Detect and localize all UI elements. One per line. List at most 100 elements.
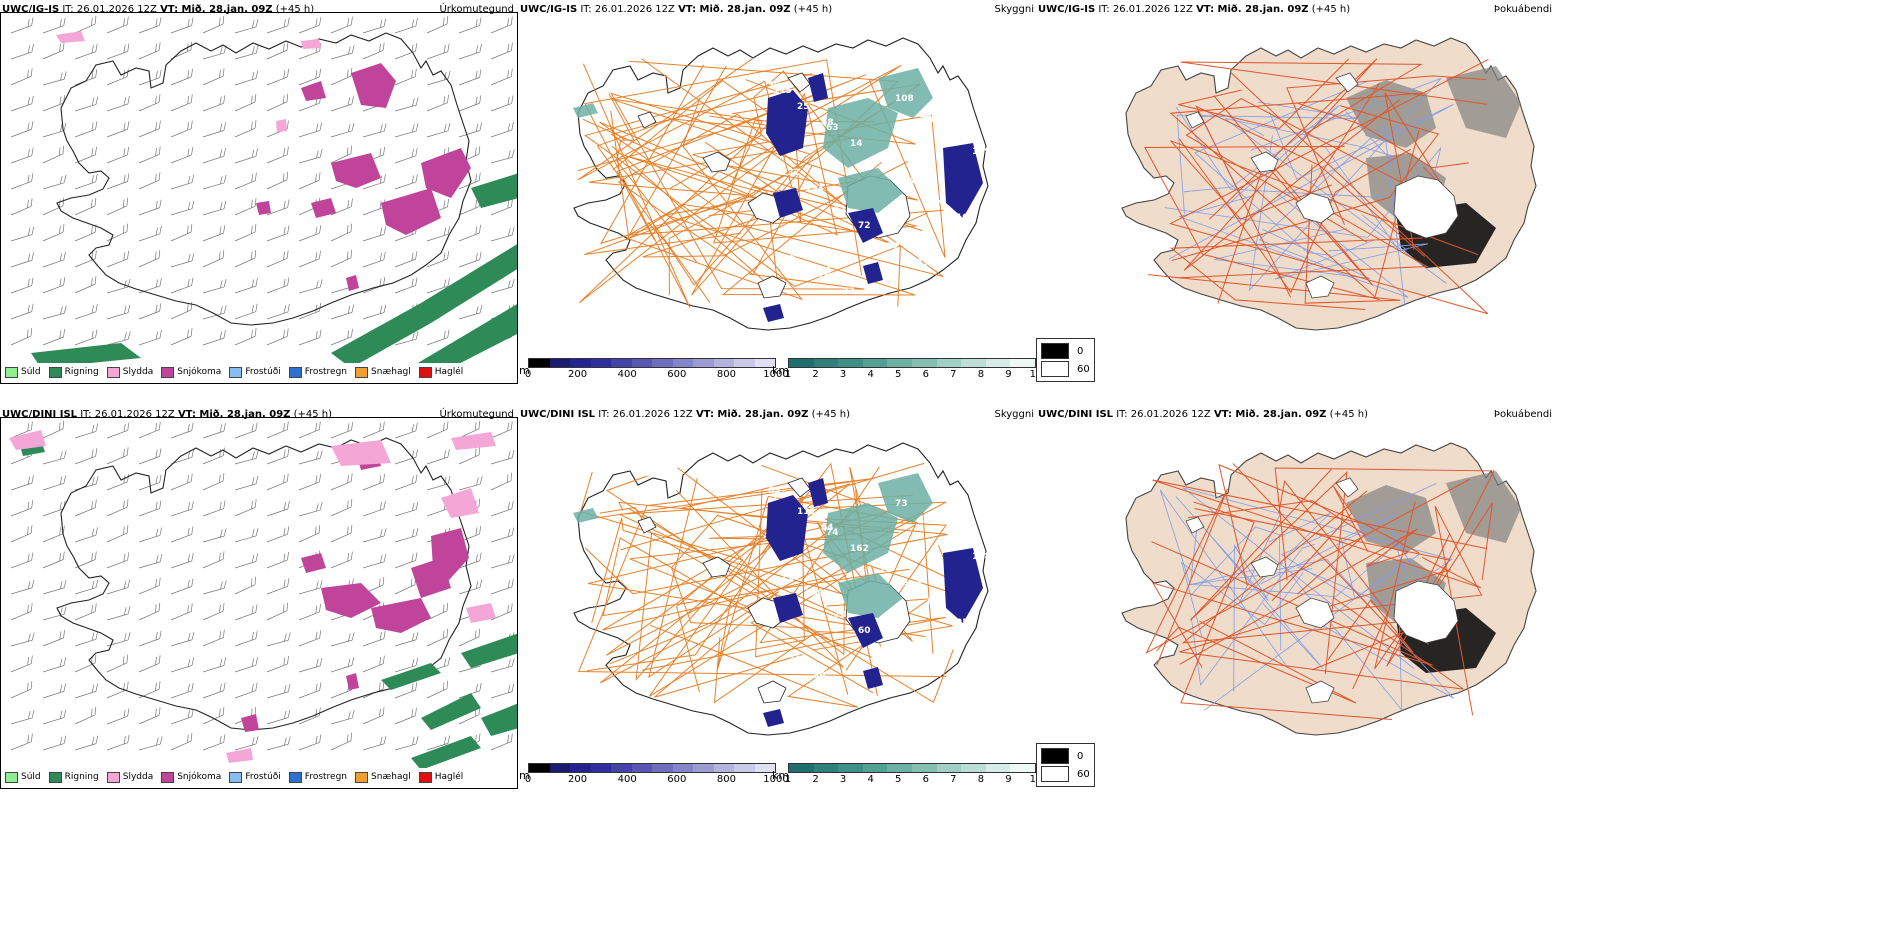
wind-barb xyxy=(74,276,97,294)
wind-barb xyxy=(10,303,34,320)
colorbar-tick: 4 xyxy=(867,774,874,785)
low-cloud-areas xyxy=(763,478,983,727)
road xyxy=(1169,237,1423,311)
fog-legend-swatch xyxy=(1041,343,1069,359)
value-label: 188 xyxy=(972,552,991,562)
fog-area xyxy=(838,168,903,213)
snow-area xyxy=(331,153,381,188)
wind-barb xyxy=(330,498,353,517)
panel-title: UWC/DINI ISL IT: 26.01.2026 12Z VT: Mið.… xyxy=(520,409,850,420)
wind-barb xyxy=(330,632,355,647)
cloud-area xyxy=(763,709,784,727)
colorbar-cell xyxy=(862,359,888,367)
colorbar-cell xyxy=(529,359,550,367)
wind-barb xyxy=(202,580,227,595)
wind-barb xyxy=(202,305,227,320)
wind-barb xyxy=(330,122,355,138)
wind-barb xyxy=(170,68,193,86)
wind-barb xyxy=(266,709,291,725)
colorbar-tick: 0 xyxy=(524,774,532,785)
legend-label: Frostúði xyxy=(245,772,281,782)
wind-barb xyxy=(170,301,193,320)
value-label: 219 xyxy=(887,647,906,657)
road xyxy=(1384,92,1445,250)
wind-barb xyxy=(202,200,227,216)
wind-barb xyxy=(10,327,33,346)
colorbar-cell xyxy=(813,764,839,772)
wind-barb xyxy=(74,579,99,595)
wind-barb xyxy=(106,473,129,491)
value-label: 110 xyxy=(985,234,1004,244)
valid-time: VT: Mið. 28.jan. 09Z xyxy=(1196,4,1309,15)
wind-barb xyxy=(138,330,162,346)
legend-swatch xyxy=(418,366,432,378)
value-label: 61 xyxy=(874,560,887,570)
wind-barb xyxy=(426,251,450,268)
sleet-area xyxy=(9,430,46,450)
glacier-outline xyxy=(1393,580,1459,644)
road xyxy=(677,467,897,704)
wind-barb xyxy=(234,422,258,439)
wind-barb xyxy=(170,578,194,595)
wind-barb xyxy=(362,735,387,751)
wind-barb xyxy=(298,303,322,320)
wind-barb xyxy=(170,603,193,621)
wind-barb xyxy=(266,250,289,268)
sleet-area xyxy=(276,119,287,132)
value-label: 74 xyxy=(773,491,786,501)
colorbar-tick: 1 xyxy=(784,369,792,380)
rain-areas xyxy=(31,173,517,363)
wind-barb xyxy=(138,303,162,320)
snow-area xyxy=(351,63,396,108)
fog-legend-row: 0 xyxy=(1041,747,1090,765)
road xyxy=(692,78,946,258)
wind-barb xyxy=(330,710,355,725)
wind-barb xyxy=(202,330,226,346)
precip-title-bar: UWC/DINI ISL IT: 26.01.2026 12Z VT: Mið.… xyxy=(0,405,518,419)
wind-barb xyxy=(234,148,259,164)
wind-barb xyxy=(458,446,481,465)
value-label: 69 xyxy=(980,634,993,644)
precip-type-panel: Súld Rigning Slydda Snjókoma Frostúði Frostre… xyxy=(0,12,518,384)
road xyxy=(1274,467,1495,603)
panel-title: UWC/DINI ISL IT: 26.01.2026 12Z VT: Mið.… xyxy=(1038,409,1368,420)
wind-barb xyxy=(330,96,354,112)
wind-barb xyxy=(202,657,227,673)
wind-barb xyxy=(42,277,66,294)
river xyxy=(1248,78,1442,292)
wind-barb xyxy=(106,447,129,465)
valid-time: VT: Mið. 28.jan. 09Z xyxy=(695,409,809,420)
wind-barb xyxy=(202,423,226,439)
wind-barb xyxy=(266,225,290,242)
river xyxy=(1175,496,1269,692)
wind-barb xyxy=(170,657,195,673)
wind-barb xyxy=(298,450,323,465)
wind-barb xyxy=(234,604,258,621)
glacier-outline xyxy=(1295,597,1335,629)
precip-map xyxy=(9,420,517,768)
wind-barb xyxy=(106,632,131,647)
wind-barb xyxy=(234,682,258,699)
road xyxy=(1148,164,1401,304)
wind-barb xyxy=(266,328,289,346)
wind-barb xyxy=(138,655,161,673)
river xyxy=(1175,106,1430,201)
colorbar-tick: 4 xyxy=(867,369,874,380)
wind-barb xyxy=(266,304,290,320)
wind-barb xyxy=(74,655,97,673)
colorbar-tick: 800 xyxy=(716,369,736,380)
cloud-area xyxy=(766,495,808,561)
wind-barb xyxy=(266,42,289,60)
sleet-area xyxy=(441,488,479,518)
road xyxy=(1178,58,1350,129)
wind-barb xyxy=(10,710,35,725)
legend-swatch xyxy=(161,366,175,378)
visibility-panel: UWC/IG-IS IT: 26.01.2026 12Z VT: Mið. 28… xyxy=(518,0,1038,380)
road xyxy=(625,64,902,241)
wind-barb xyxy=(138,120,161,138)
wind-barb xyxy=(170,682,194,699)
init-time: IT: 26.01.2026 12Z xyxy=(580,4,675,15)
wind-barb xyxy=(298,524,321,543)
wind-barb xyxy=(74,476,99,491)
legend-swatch xyxy=(355,366,369,378)
